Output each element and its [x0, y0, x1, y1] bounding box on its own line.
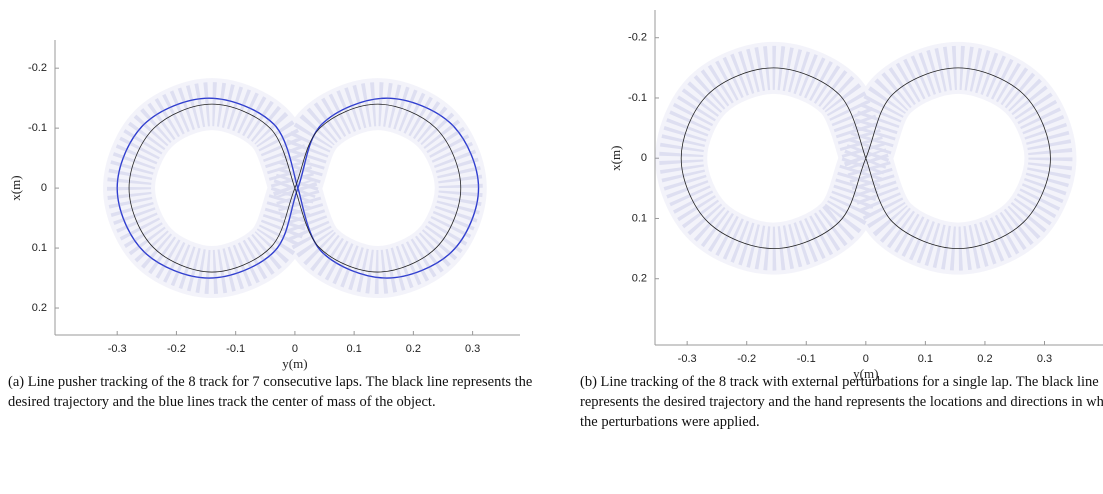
y-tick-label: -0.2 [28, 62, 47, 74]
trajectory [116, 97, 480, 279]
x-tick-label: -0.3 [678, 353, 697, 365]
x-tick-label: 0.1 [918, 353, 933, 365]
y-tick-label: 0 [41, 182, 47, 194]
x-tick-label: -0.1 [226, 343, 245, 355]
x-tick-label: 0 [292, 343, 298, 355]
y-tick-label: 0 [641, 152, 647, 164]
trajectory [680, 67, 1051, 249]
caption: (b) Line tracking of the 8 track with ex… [580, 374, 1103, 430]
y-tick-label: -0.1 [628, 92, 647, 104]
y-tick-label: 0.2 [632, 273, 647, 285]
y-axis-label: x(m) [8, 175, 23, 200]
x-tick-label: -0.1 [797, 353, 816, 365]
x-tick-label: -0.2 [737, 353, 756, 365]
x-axis-label: y(m) [853, 366, 878, 381]
x-tick-label: 0 [863, 353, 869, 365]
x-tick-label: -0.2 [167, 343, 186, 355]
y-tick-label: -0.1 [28, 122, 47, 134]
caption: (a) Line pusher tracking of the 8 track … [8, 374, 533, 410]
y-tick-label: 0.2 [32, 302, 47, 314]
x-tick-label: 0.3 [465, 343, 480, 355]
y-tick-label: 0.1 [632, 212, 647, 224]
x-axis-label: y(m) [282, 356, 307, 371]
x-tick-label: -0.3 [108, 343, 127, 355]
x-tick-label: 0.2 [977, 353, 992, 365]
y-tick-label: -0.2 [628, 32, 647, 44]
x-tick-label: 0.1 [346, 343, 361, 355]
trajectory [128, 103, 462, 273]
x-tick-label: 0.3 [1037, 353, 1052, 365]
x-tick-label: 0.2 [406, 343, 421, 355]
y-axis-label: x(m) [608, 146, 623, 171]
y-tick-label: 0.1 [32, 242, 47, 254]
